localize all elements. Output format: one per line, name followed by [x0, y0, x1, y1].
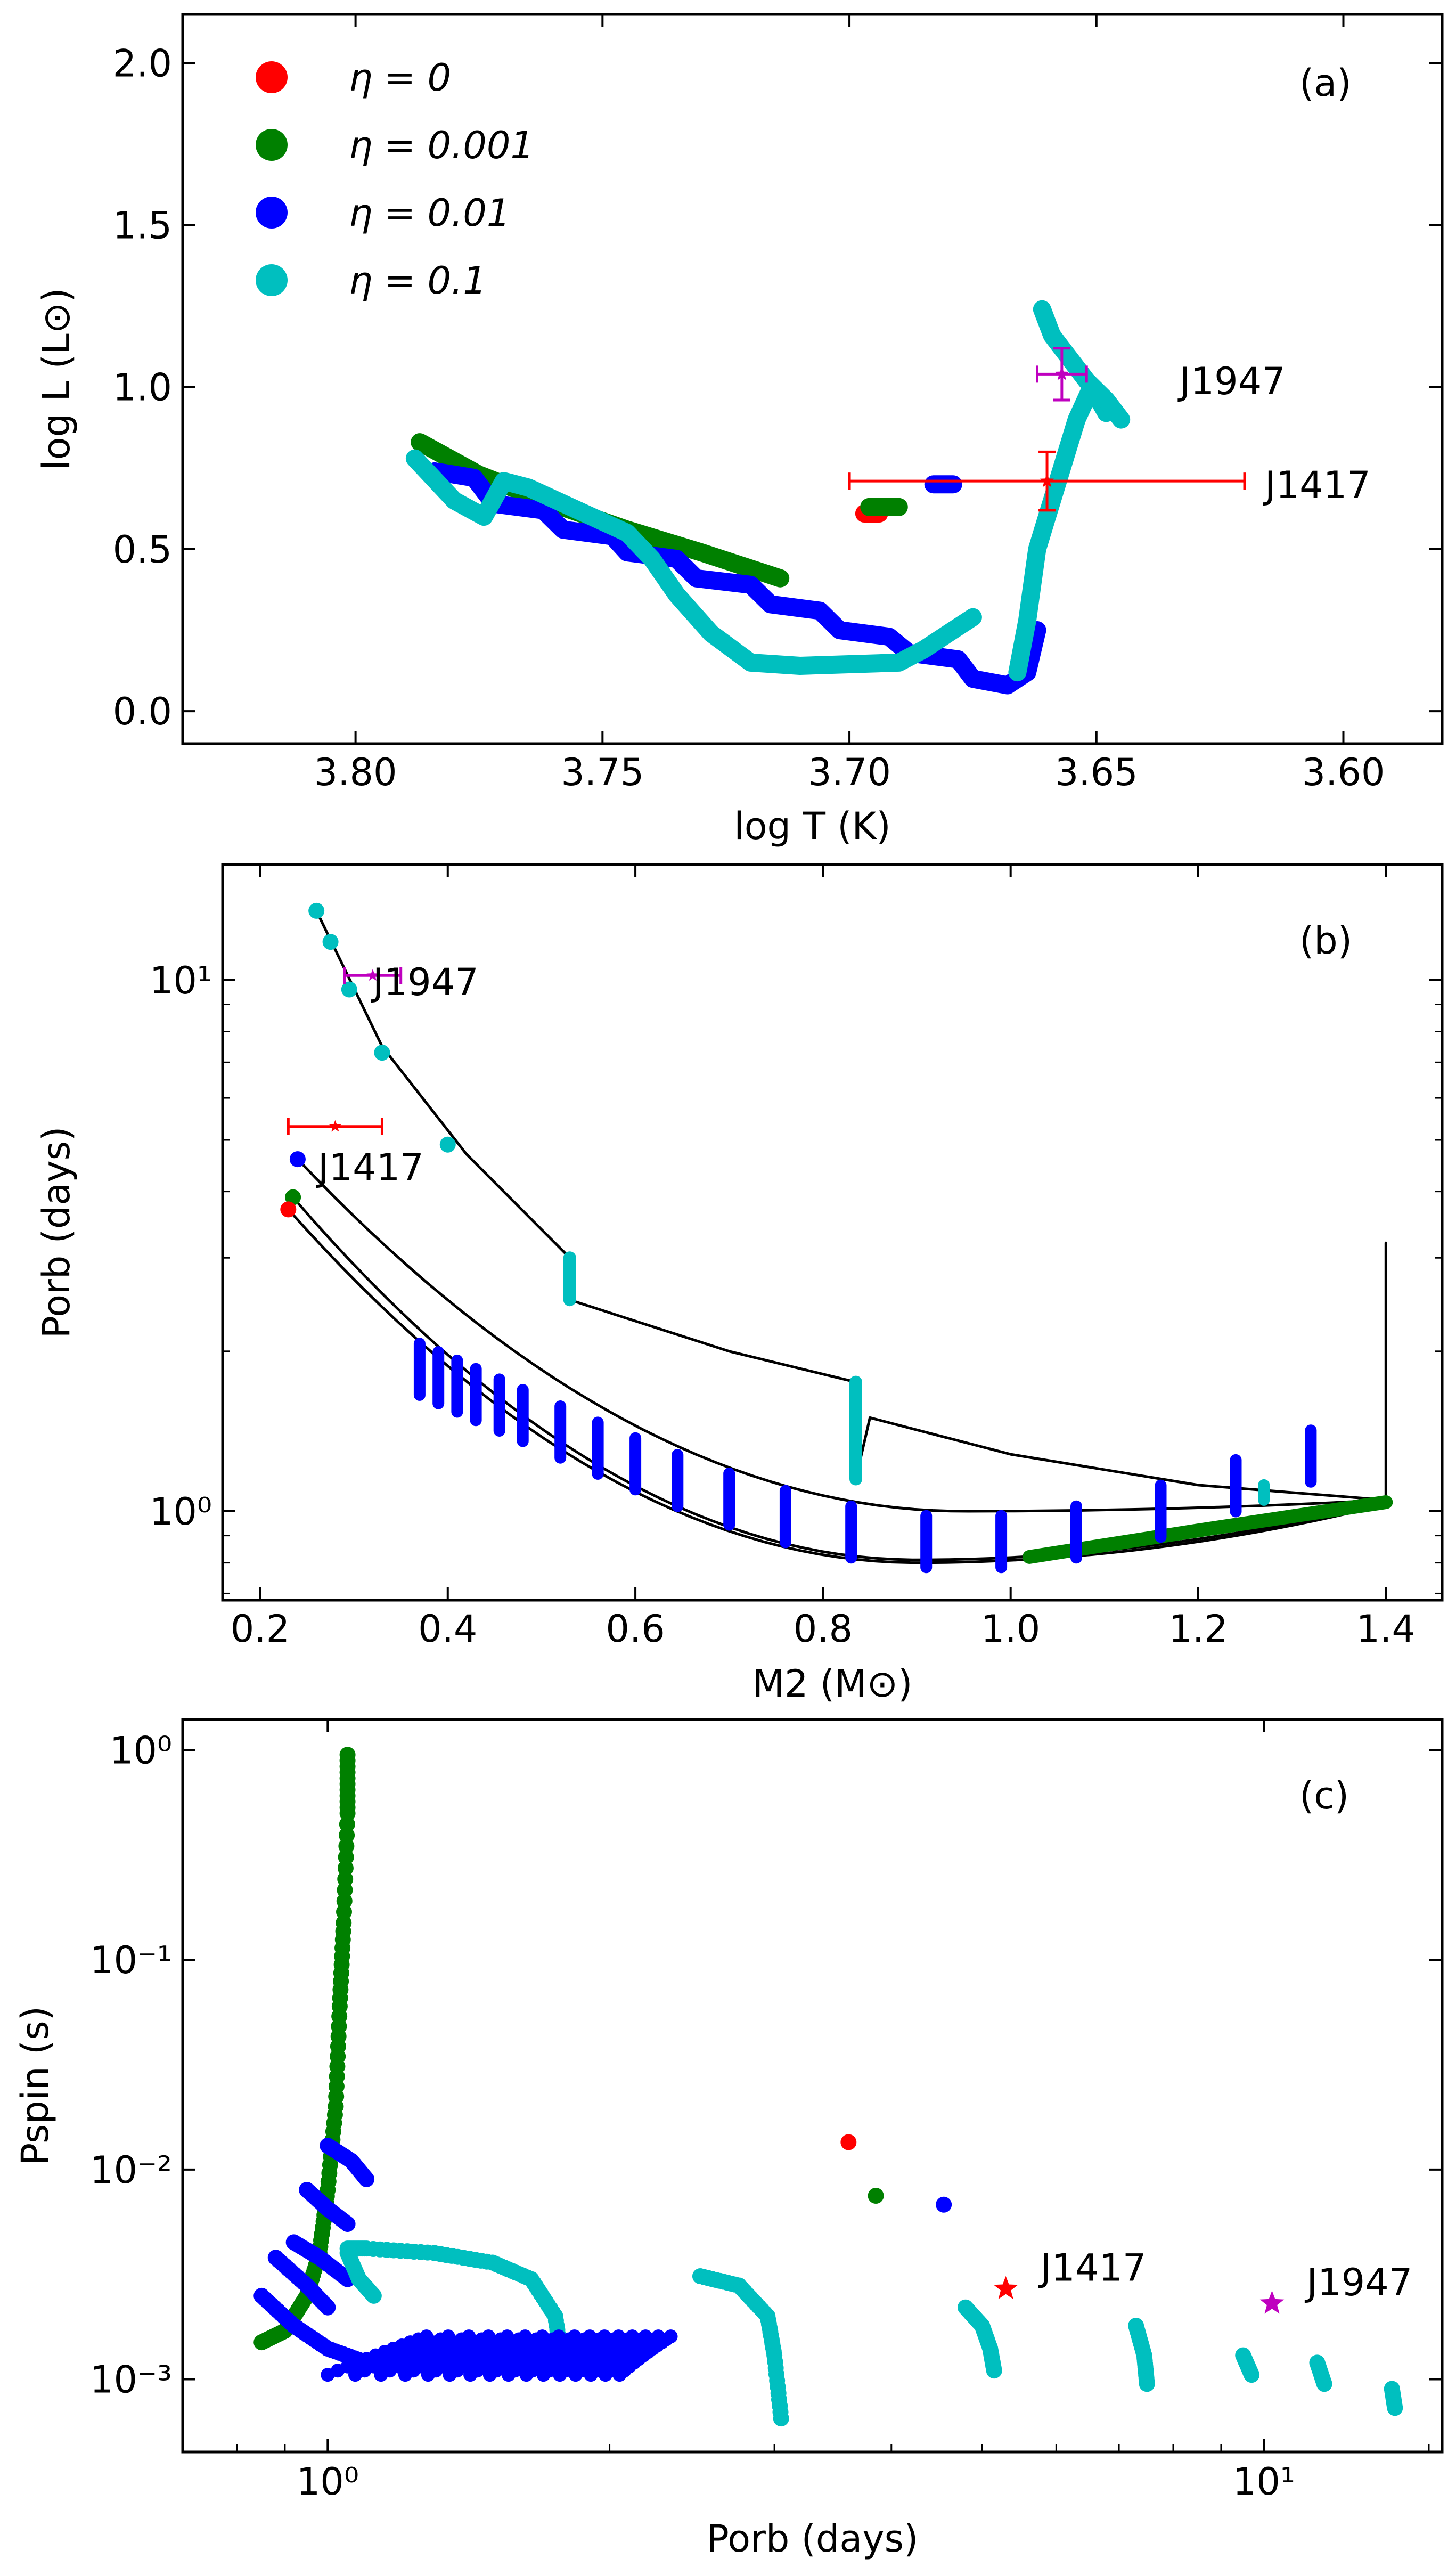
annotation-label: J1417 [316, 1146, 424, 1189]
star-marker [1054, 366, 1069, 380]
x-tick-label: 3.60 [1302, 751, 1385, 794]
annotation-label: J1947 [371, 960, 479, 1004]
data-point [365, 2287, 382, 2304]
x-tick-label: 3.75 [561, 751, 644, 794]
y-tick-label: 1.0 [113, 366, 172, 410]
data-point [840, 2134, 857, 2150]
legend-label: η = 0.001 [349, 124, 534, 167]
data-point [868, 2188, 884, 2204]
y-tick-label: 10⁻¹ [90, 1938, 172, 1982]
y-tick-label: 10⁻³ [90, 2358, 172, 2401]
star-marker [329, 1120, 341, 1132]
y-tick-label: 10⁰ [150, 1490, 212, 1534]
y-axis-label: Porb (days) [35, 1127, 78, 1339]
star-marker [993, 2276, 1018, 2300]
y-axis-label: log L (L⊙) [35, 288, 78, 470]
y-axis-label: Pspin (s) [13, 2006, 57, 2165]
y-tick-label: 10¹ [150, 959, 212, 1003]
legend-marker [256, 61, 288, 93]
data-point [339, 1747, 356, 1763]
panel-c: 10⁰ 10¹ 10⁻³ 10⁻² 10⁻¹ 10⁰ J1417 J1947 (c) Porb (… [13, 1718, 1444, 2561]
data-point [308, 902, 325, 919]
annotation-label: J1947 [1177, 360, 1286, 403]
legend-marker [256, 129, 288, 161]
annotation-label: J1417 [1038, 2246, 1147, 2290]
legend-label: η = 0.01 [349, 191, 510, 235]
x-tick-label: 10¹ [1233, 2460, 1295, 2504]
y-tick-label: 2.0 [113, 42, 172, 85]
x-tick-label: 10⁰ [297, 2460, 359, 2504]
panel-a: 3.80 3.75 3.70 3.65 3.60 0.0 0.5 1.0 1.5 2.0 J1947… [35, 13, 1444, 848]
data-point [320, 2299, 336, 2316]
x-tick-label: 1.2 [1168, 1607, 1228, 1651]
y-tick-label: 0.5 [113, 528, 172, 572]
data-point [374, 1045, 390, 1061]
panel-b: 0.2 0.4 0.6 0.8 1.0 1.2 1.4 10⁰ 10¹ J1947 J1417 (b)… [35, 863, 1444, 1706]
data-point [341, 981, 357, 998]
y-tick-label: 10⁻² [90, 2148, 172, 2192]
plot-frame [221, 863, 1444, 1602]
data-point [1387, 2400, 1403, 2416]
x-axis-label: log T (K) [734, 804, 891, 848]
data-point [358, 2171, 375, 2187]
legend-label: η = 0.1 [349, 259, 487, 303]
data-point [936, 2196, 952, 2213]
panel-label: (a) [1299, 61, 1352, 105]
y-tick-label: 0.0 [113, 690, 172, 734]
data-track [426, 462, 1046, 695]
data-point [339, 2216, 356, 2232]
x-tick-label: 3.80 [314, 751, 397, 794]
x-axis-label: Porb (days) [707, 2517, 919, 2561]
legend-marker [256, 264, 288, 296]
data-point [773, 2410, 789, 2427]
data-point [1316, 2376, 1332, 2392]
plot-frame [181, 13, 1444, 745]
x-tick-label: 0.8 [794, 1607, 853, 1651]
plot-frame [181, 1718, 1444, 2454]
data-track [1033, 300, 1131, 429]
data-point [986, 2362, 1002, 2379]
x-axis-label: M2 (M⊙) [752, 1662, 913, 1706]
data-point [1244, 2367, 1260, 2383]
data-point [664, 2329, 678, 2344]
legend-label: η = 0 [349, 56, 451, 100]
data-point [439, 1136, 456, 1153]
x-tick-label: 0.2 [231, 1607, 290, 1651]
legend-marker [256, 197, 288, 229]
data-track [405, 449, 982, 675]
data-point [285, 1189, 301, 1205]
x-tick-label: 0.6 [606, 1607, 665, 1651]
annotation-label: J1417 [1263, 463, 1371, 507]
data-point [322, 934, 339, 950]
x-tick-label: 1.0 [981, 1607, 1040, 1651]
annotation-label: J1947 [1305, 2261, 1413, 2304]
data-point [280, 1201, 297, 1218]
data-track [296, 1158, 1387, 1513]
data-point [289, 1151, 306, 1168]
star-marker [1040, 474, 1054, 487]
star-marker [1259, 2291, 1285, 2314]
star-marker [366, 969, 379, 981]
panel-label: (b) [1299, 919, 1352, 963]
y-tick-label: 1.5 [113, 203, 172, 247]
x-tick-label: 0.4 [418, 1607, 477, 1651]
y-tick-label: 10⁰ [110, 1729, 172, 1773]
x-tick-label: 3.65 [1055, 751, 1138, 794]
x-tick-label: 3.70 [808, 751, 891, 794]
x-tick-label: 1.4 [1356, 1607, 1416, 1651]
data-point [1139, 2376, 1155, 2392]
data-track [1008, 378, 1116, 682]
data-track [1022, 1495, 1393, 1564]
panel-label: (c) [1299, 1774, 1349, 1818]
